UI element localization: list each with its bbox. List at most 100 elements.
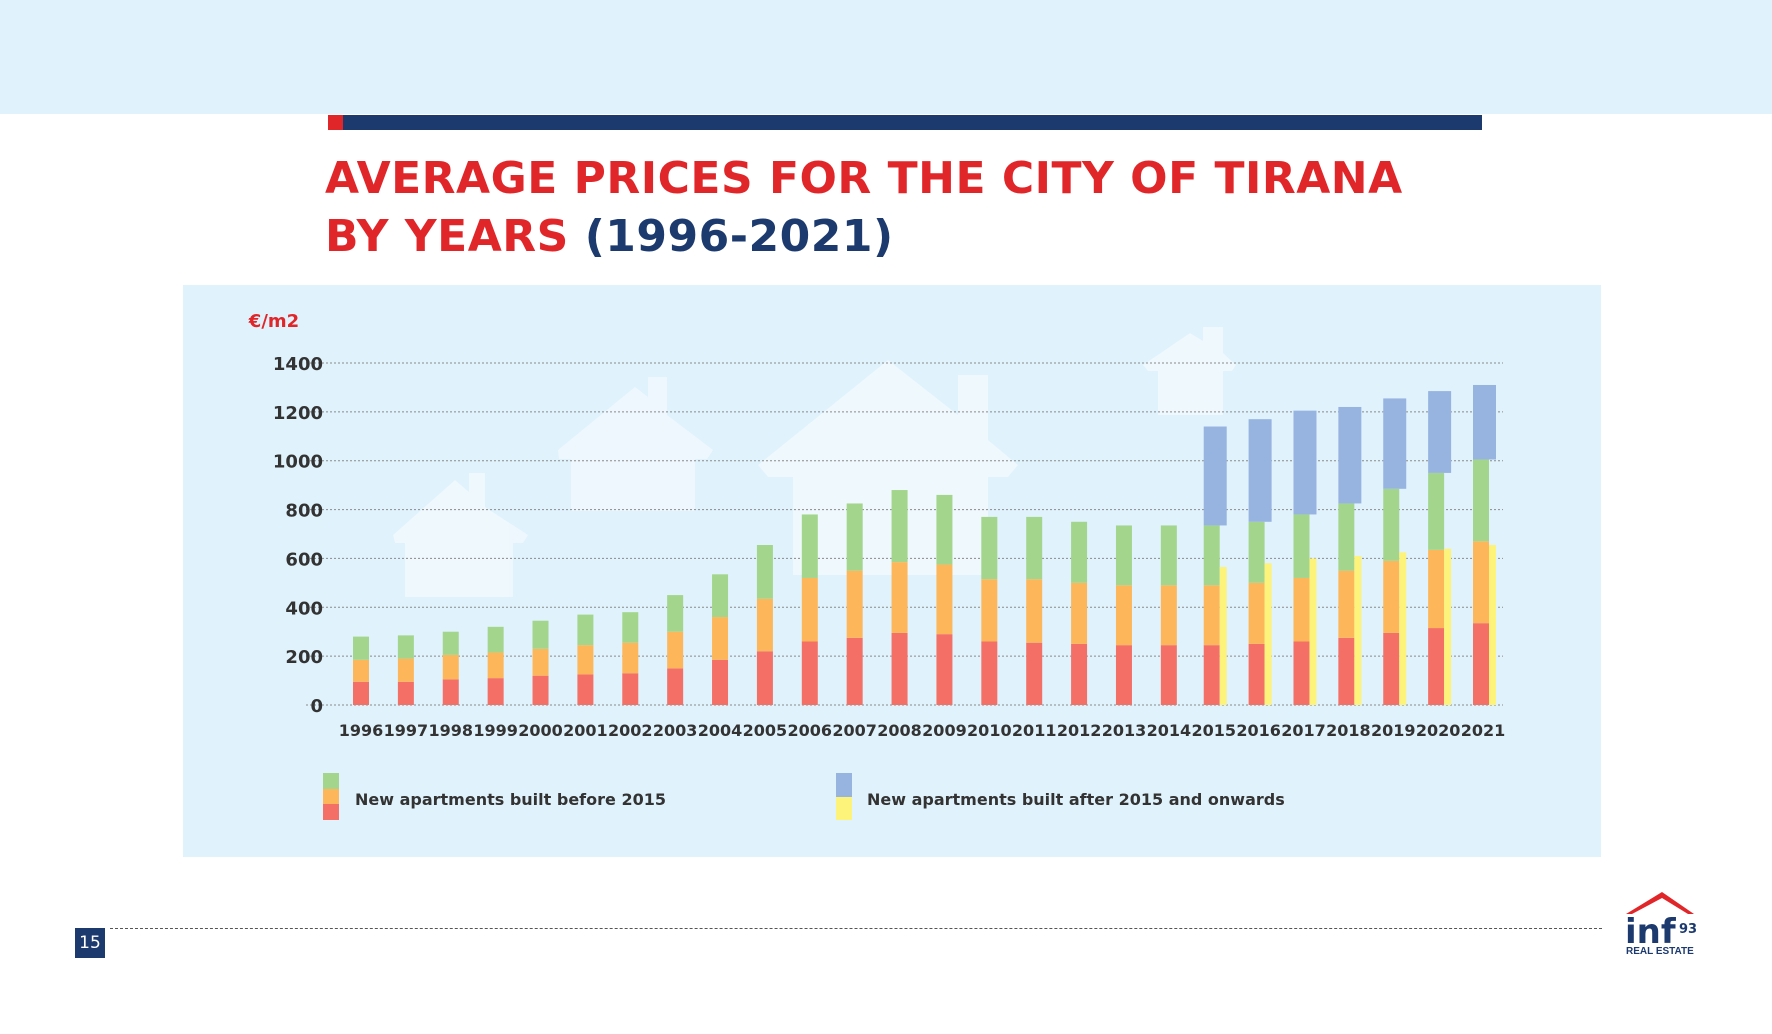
bar-segment-orange bbox=[936, 564, 953, 635]
bar-segment-green bbox=[1383, 488, 1400, 561]
bar-segment-green bbox=[622, 612, 639, 643]
footer-divider bbox=[110, 928, 1602, 929]
bar-segment-blue bbox=[1293, 410, 1317, 515]
bar-segment-red bbox=[756, 651, 773, 705]
bar-segment-green bbox=[1160, 525, 1177, 586]
x-tick-label: 1997 bbox=[384, 721, 429, 740]
bar-segment-red bbox=[1160, 645, 1177, 705]
bar-segment-red bbox=[532, 675, 549, 705]
bar-segment-red bbox=[891, 632, 908, 705]
bar-segment-red bbox=[1248, 643, 1265, 705]
bar-segment-orange bbox=[1115, 585, 1132, 646]
x-tick-label: 2013 bbox=[1102, 721, 1147, 740]
y-tick-label: 1000 bbox=[273, 452, 323, 473]
bar-segment-orange bbox=[577, 645, 594, 675]
company-logo: inf 93 REAL ESTATE bbox=[1625, 892, 1697, 957]
title-line-2-years: (1996-2021) bbox=[584, 211, 894, 262]
bar-segment-red bbox=[712, 659, 729, 705]
bar-segment-green bbox=[801, 514, 818, 578]
bar-segment-green bbox=[532, 620, 549, 649]
bar-segment-green bbox=[1338, 503, 1355, 571]
bar-segment-orange bbox=[1428, 549, 1445, 629]
bar-segment-red bbox=[442, 679, 459, 705]
bar-segment-red bbox=[1203, 645, 1220, 705]
header-band bbox=[0, 0, 1772, 114]
bar-segment-orange bbox=[622, 642, 639, 674]
bar-segment-orange bbox=[712, 617, 729, 660]
x-tick-label: 2014 bbox=[1147, 721, 1192, 740]
bar-segment-yellow bbox=[1219, 566, 1227, 705]
bar-segment-red bbox=[1071, 643, 1088, 705]
bar-segment-green bbox=[1473, 459, 1489, 542]
bar-segment-blue bbox=[1383, 398, 1407, 489]
bar-segment-green bbox=[577, 614, 594, 646]
bar-segment-red bbox=[846, 637, 863, 705]
x-tick-label: 2001 bbox=[563, 721, 608, 740]
y-axis-ticks: 0 200 400 600 800 1000 1200 1400 bbox=[273, 354, 323, 717]
y-tick-label: 1400 bbox=[273, 354, 323, 375]
bar-segment-blue bbox=[1248, 419, 1272, 522]
y-tick-label: 600 bbox=[285, 549, 323, 570]
legend-swatch-green bbox=[323, 773, 339, 789]
bar-segment-green bbox=[487, 626, 504, 653]
title-accent-bar bbox=[343, 115, 1482, 130]
bar-segment-red bbox=[397, 681, 414, 705]
bar-segment-green bbox=[936, 494, 953, 565]
bar-segment-red bbox=[981, 641, 998, 705]
bar-segment-green bbox=[1071, 521, 1088, 583]
logo-tagline: REAL ESTATE bbox=[1626, 946, 1694, 957]
x-tick-label: 2007 bbox=[832, 721, 877, 740]
bar-segment-orange bbox=[981, 579, 998, 642]
bar-segment-blue bbox=[1428, 391, 1452, 473]
title-line-1: AVERAGE PRICES FOR THE CITY OF TIRANA bbox=[325, 153, 1403, 204]
y-axis-label: €/m2 bbox=[248, 311, 299, 332]
bar-segment-red bbox=[1293, 641, 1310, 705]
bar-segment-green bbox=[1203, 525, 1220, 586]
bar-segment-red bbox=[1473, 623, 1489, 705]
bar-segment-red bbox=[667, 668, 684, 705]
house-watermark-icon bbox=[393, 327, 1236, 597]
bar-segment-red bbox=[1383, 632, 1400, 705]
bar-segment-orange bbox=[1248, 582, 1265, 644]
y-tick-label: 0 bbox=[310, 696, 323, 717]
bar-segment-green bbox=[1026, 516, 1043, 580]
y-tick-label: 400 bbox=[285, 598, 323, 619]
bar-segment-yellow bbox=[1444, 548, 1452, 705]
x-tick-label: 2016 bbox=[1236, 721, 1281, 740]
bar-segment-orange bbox=[1293, 577, 1310, 642]
legend-swatch-yellow bbox=[836, 797, 852, 820]
bar-segment-yellow bbox=[1399, 552, 1407, 705]
x-tick-label: 2015 bbox=[1191, 721, 1236, 740]
x-tick-label: 2002 bbox=[608, 721, 653, 740]
bar-segment-green bbox=[981, 516, 998, 580]
y-tick-label: 800 bbox=[285, 501, 323, 522]
x-tick-label: 2011 bbox=[1012, 721, 1057, 740]
legend-swatch-red bbox=[323, 804, 339, 820]
logo-main: inf bbox=[1625, 912, 1677, 952]
y-tick-label: 200 bbox=[285, 647, 323, 668]
x-tick-label: 2010 bbox=[967, 721, 1012, 740]
bar-segment-red bbox=[1338, 637, 1355, 705]
legend-swatch-blue bbox=[836, 773, 852, 797]
bar-segment-blue bbox=[1473, 384, 1496, 460]
legend-label-before-2015: New apartments built before 2015 bbox=[355, 790, 666, 809]
bar-segment-orange bbox=[1473, 541, 1489, 624]
legend-after-2015: New apartments built after 2015 and onwa… bbox=[836, 773, 1285, 820]
page-title: AVERAGE PRICES FOR THE CITY OF TIRANA BY… bbox=[325, 150, 1403, 266]
bar-segment-red bbox=[577, 674, 594, 705]
bar-segment-orange bbox=[532, 648, 549, 676]
x-tick-label: 2004 bbox=[698, 721, 743, 740]
bar-segment-orange bbox=[891, 562, 908, 633]
bar-segment-blue bbox=[1338, 406, 1362, 504]
x-tick-label: 1996 bbox=[339, 721, 384, 740]
bar-segment-red bbox=[1428, 628, 1445, 705]
x-tick-label: 2003 bbox=[653, 721, 698, 740]
x-tick-label: 2000 bbox=[518, 721, 563, 740]
legend-label-after-2015: New apartments built after 2015 and onwa… bbox=[867, 790, 1285, 809]
title-line-2-red: BY YEARS bbox=[325, 211, 569, 262]
x-tick-label: 1999 bbox=[473, 721, 518, 740]
x-tick-label: 2005 bbox=[743, 721, 788, 740]
bar-segment-green bbox=[667, 595, 684, 632]
x-tick-label: 1998 bbox=[428, 721, 473, 740]
bar-segment-green bbox=[846, 503, 863, 571]
